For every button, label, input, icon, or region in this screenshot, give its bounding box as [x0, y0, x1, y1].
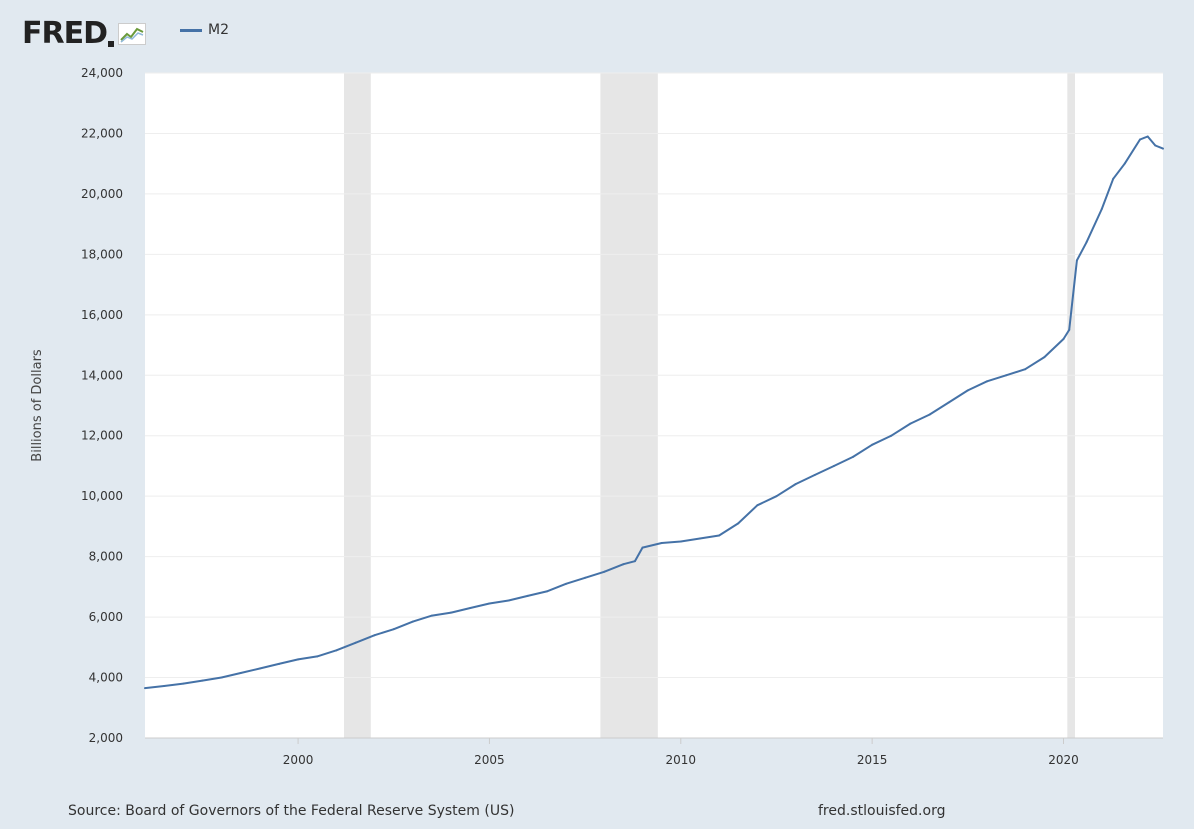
data-point — [335, 649, 338, 652]
y-tick-label: 10,000 — [81, 489, 123, 503]
y-tick-label: 14,000 — [81, 368, 123, 382]
data-point — [545, 590, 548, 593]
data-point — [603, 570, 606, 573]
data-point — [182, 682, 185, 685]
data-point — [890, 434, 893, 437]
x-tick-label: 2015 — [857, 753, 888, 767]
data-point — [775, 495, 778, 498]
y-tick-label: 8,000 — [89, 550, 123, 564]
data-point — [1005, 374, 1008, 377]
y-tick-label: 4,000 — [89, 671, 123, 685]
data-point — [144, 687, 146, 690]
data-point — [947, 401, 950, 404]
data-point — [1123, 162, 1126, 165]
data-point — [564, 582, 567, 585]
data-point — [469, 607, 472, 610]
data-point — [201, 679, 204, 682]
y-tick-label: 16,000 — [81, 308, 123, 322]
data-point — [660, 542, 663, 545]
recession-band — [1067, 73, 1075, 738]
y-tick-label: 6,000 — [89, 610, 123, 624]
data-point — [1162, 147, 1164, 150]
data-point — [1068, 328, 1071, 331]
data-point — [1154, 144, 1157, 147]
y-axis-title: Billions of Dollars — [30, 349, 45, 462]
y-tick-label: 12,000 — [81, 429, 123, 443]
data-point — [871, 443, 874, 446]
data-point — [756, 504, 759, 507]
data-point — [1043, 356, 1046, 359]
data-point — [737, 522, 740, 525]
data-point — [1112, 177, 1115, 180]
data-point — [698, 537, 701, 540]
data-point — [258, 667, 261, 670]
x-tick-label: 2005 — [474, 753, 505, 767]
y-tick-label: 2,000 — [89, 731, 123, 745]
data-point — [832, 464, 835, 467]
data-point — [431, 614, 434, 617]
source-note: Source: Board of Governors of the Federa… — [68, 803, 515, 819]
line-chart-icon — [118, 23, 146, 45]
x-tick-label: 2020 — [1048, 753, 1079, 767]
y-tick-label: 24,000 — [81, 66, 123, 80]
data-point — [373, 634, 376, 637]
data-point — [220, 676, 223, 679]
y-tick-label: 20,000 — [81, 187, 123, 201]
data-point — [239, 672, 242, 675]
data-point — [1139, 138, 1142, 141]
data-point — [354, 641, 357, 644]
data-point — [641, 546, 644, 549]
recession-band — [600, 73, 658, 738]
y-tick-label: 18,000 — [81, 247, 123, 261]
data-point — [1085, 241, 1088, 244]
data-point — [966, 389, 969, 392]
data-point — [794, 483, 797, 486]
legend-label: M2 — [208, 22, 229, 38]
data-point — [718, 534, 721, 537]
legend: M2 — [180, 22, 229, 38]
data-point — [633, 560, 636, 563]
x-tick-label: 2010 — [666, 753, 697, 767]
data-point — [1075, 259, 1078, 262]
fred-logo[interactable]: FRED — [22, 16, 146, 52]
logo-dot — [108, 41, 114, 47]
data-point — [316, 655, 319, 658]
data-point — [450, 611, 453, 614]
x-tick-label: 2000 — [283, 753, 314, 767]
data-point — [1100, 208, 1103, 211]
data-point — [928, 413, 931, 416]
data-point — [852, 455, 855, 458]
data-point — [1024, 368, 1027, 371]
recession-band — [344, 73, 371, 738]
data-point — [679, 540, 682, 543]
site-link[interactable]: fred.stlouisfed.org — [818, 803, 946, 819]
data-point — [985, 380, 988, 383]
series-line-m2 — [144, 135, 1164, 690]
data-point — [411, 620, 414, 623]
data-point — [622, 563, 625, 566]
data-point — [277, 662, 280, 665]
data-point — [1062, 338, 1065, 340]
legend-swatch — [180, 28, 202, 32]
data-point — [507, 599, 510, 602]
data-point — [297, 658, 300, 661]
data-point — [392, 628, 395, 631]
data-point — [488, 602, 491, 605]
data-point — [163, 685, 166, 688]
logo-text: FRED — [22, 16, 108, 51]
data-point — [1146, 135, 1149, 138]
data-point — [813, 474, 816, 477]
data-point — [909, 422, 912, 425]
y-tick-label: 22,000 — [81, 126, 123, 140]
data-point — [526, 594, 529, 597]
data-point — [584, 576, 587, 579]
